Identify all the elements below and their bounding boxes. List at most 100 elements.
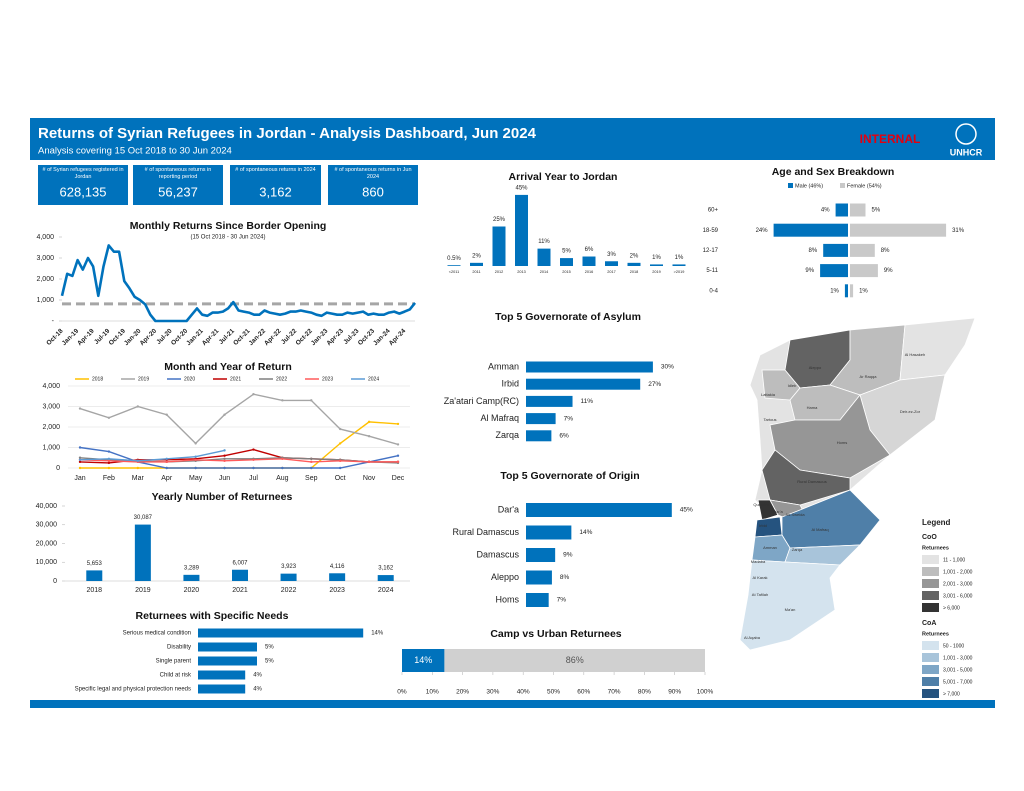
x-tick-label: 2024 <box>378 587 394 594</box>
series-point <box>252 393 255 396</box>
y-tick-label: 1,000 <box>36 297 54 304</box>
series-point <box>194 466 197 470</box>
bar <box>526 378 641 390</box>
x-tick-label: Dec <box>392 475 405 482</box>
bar-value-label: 5% <box>265 645 274 651</box>
series-point <box>223 413 226 416</box>
kpi-value: 628,135 <box>60 184 107 199</box>
series-point <box>338 427 342 431</box>
series-point <box>310 460 313 464</box>
legend-label: 2019 <box>138 376 149 382</box>
bar-value-label: 14% <box>414 655 432 665</box>
bar <box>526 361 653 373</box>
x-tick-label: 50% <box>547 689 560 696</box>
map-region <box>769 394 891 479</box>
legend-swatch <box>922 603 939 612</box>
logo: UNHCR <box>950 123 983 157</box>
series-point <box>78 446 82 449</box>
category-label: Aleppo <box>491 572 519 582</box>
legend-label: 2018 <box>92 376 103 382</box>
bar <box>134 524 151 581</box>
series-line <box>79 449 225 462</box>
chart-title: Top 5 Governorate of Asylum <box>495 311 641 323</box>
bar <box>850 284 854 298</box>
series-point <box>107 450 111 453</box>
header-title: Returns of Syrian Refugees in Jordan - A… <box>38 125 537 142</box>
bar <box>773 223 848 237</box>
map-region <box>899 317 976 381</box>
logo-text: UNHCR <box>950 147 983 157</box>
category-label: Rural Damascus <box>452 527 519 537</box>
legend-label: 3,001 - 5,000 <box>943 667 973 673</box>
bar <box>377 575 394 581</box>
x-tick-label: 2012 <box>495 270 503 274</box>
bar <box>582 256 596 266</box>
bar <box>183 574 200 581</box>
bar-segment <box>402 649 445 672</box>
bar-value-label: 9% <box>805 268 814 274</box>
y-tick-label: - <box>52 318 55 325</box>
y-tick-label: 3,000 <box>36 255 54 262</box>
legend-label: 1,001 - 3,000 <box>943 655 973 661</box>
series-point <box>396 454 400 457</box>
series-point <box>223 459 226 463</box>
kpi-label: # of spontaneous returns in reporting pe… <box>144 167 212 180</box>
footer-bar <box>30 700 995 708</box>
category-label: 18-59 <box>703 228 719 234</box>
series-point <box>252 448 255 451</box>
x-tick-label: Apr-19 <box>76 327 96 347</box>
x-tick-label: 80% <box>638 689 651 696</box>
bar-value-label: 25% <box>493 217 506 223</box>
x-tick-label: Mar <box>132 475 145 482</box>
chart-title: Month and Year of Return <box>164 361 292 373</box>
series-point <box>252 458 255 461</box>
x-tick-label: Aug <box>276 475 289 482</box>
series-point <box>396 422 400 426</box>
x-tick-label: 100% <box>697 689 714 696</box>
bar <box>198 684 246 694</box>
series-point <box>281 399 284 402</box>
category-label: 5-11 <box>706 268 718 274</box>
bar-value-label: 8% <box>560 574 570 581</box>
x-tick-label: 30% <box>486 689 499 696</box>
kpi-label: # of spontaneous returns in 2024 <box>235 167 316 173</box>
legend-title: Legend <box>922 518 951 527</box>
kpi-box <box>328 165 418 205</box>
kpi-value: 3,162 <box>259 184 292 199</box>
map-label: Madaba <box>751 559 766 564</box>
series-line <box>60 244 417 323</box>
chart-title: Yearly Number of Returnees <box>152 491 293 503</box>
series-point <box>165 457 168 460</box>
x-tick-label: Apr-20 <box>139 327 159 347</box>
bar-value-label: 8% <box>809 248 818 254</box>
category-label: 60+ <box>708 208 719 214</box>
bar <box>850 203 866 217</box>
header-bar <box>30 118 995 160</box>
legend-swatch <box>922 653 939 662</box>
bar-value-label: 30,087 <box>134 515 153 521</box>
series-point <box>310 399 313 402</box>
chart-subtitle: (15 Oct 2018 - 30 Jun 2024) <box>190 235 265 241</box>
legend-swatch <box>922 579 939 588</box>
x-tick-label: <2011 <box>449 270 459 274</box>
series-point <box>107 457 111 460</box>
legend-label: > 6,000 <box>943 605 960 611</box>
bar-value-label: 1% <box>675 255 684 261</box>
bar <box>526 503 672 517</box>
x-tick-label: 10% <box>426 689 439 696</box>
legend-label: 2,001 - 3,000 <box>943 581 973 587</box>
x-tick-label: Apr-22 <box>263 327 283 347</box>
bar <box>835 203 848 217</box>
legend-subtitle: Returnees <box>922 545 949 551</box>
chart-title: Returnees with Specific Needs <box>136 610 289 622</box>
series-point <box>396 460 400 464</box>
map-label: Zarqa <box>792 547 803 552</box>
chart-title: Camp vs Urban Returnees <box>490 628 621 640</box>
bar-value-label: 4% <box>821 208 830 214</box>
bar <box>280 573 297 581</box>
bar <box>537 248 551 266</box>
chart-title: Monthly Returns Since Border Opening <box>130 220 327 232</box>
map-label: Al Aqaba <box>744 635 761 640</box>
map-label: Quneitra <box>753 502 769 507</box>
bar-value-label: 27% <box>648 381 661 388</box>
